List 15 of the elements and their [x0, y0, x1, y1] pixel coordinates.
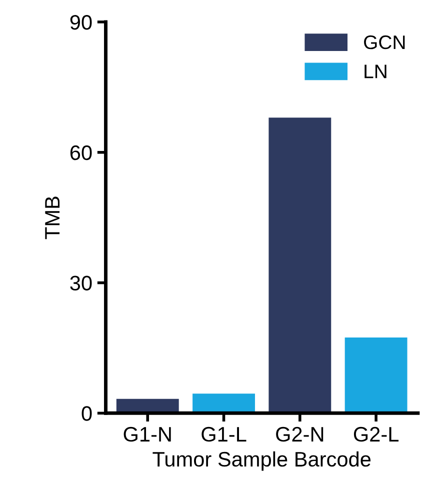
x-axis-title: Tumor Sample Barcode — [152, 451, 371, 471]
bar — [192, 394, 255, 414]
y-tick-label: 60 — [70, 145, 92, 160]
x-tick-label: G1-L — [202, 426, 246, 442]
x-tick-label: G1-N — [124, 426, 171, 442]
bar — [268, 118, 332, 414]
x-tick-label: G2-L — [354, 426, 399, 442]
y-tick-label: 30 — [70, 276, 92, 291]
y-tick-label: 90 — [70, 14, 92, 30]
y-tick-label: 0 — [82, 406, 92, 421]
x-tick-label: G2-N — [276, 426, 324, 442]
legend-label: GCN — [364, 35, 405, 50]
bar — [344, 338, 408, 414]
y-axis-title: TMB — [45, 196, 60, 240]
legend-label: LN — [364, 64, 386, 78]
